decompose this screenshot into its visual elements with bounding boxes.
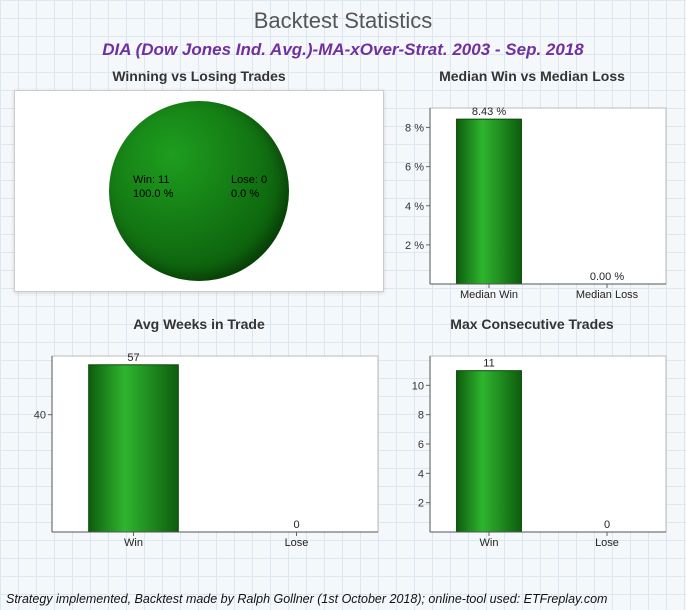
svg-text:4 %: 4 % <box>405 201 424 213</box>
weeks-chart: 40 57 Win 0 Lose <box>14 338 384 556</box>
pie-win-line1: Win: 11 <box>133 174 169 186</box>
svg-text:Win: Win <box>480 537 499 549</box>
svg-text:11: 11 <box>483 358 494 370</box>
svg-text:0: 0 <box>293 519 299 531</box>
footer-note: Strategy implemented, Backtest made by R… <box>6 592 680 606</box>
svg-text:40: 40 <box>34 410 46 422</box>
consec-chart: 2 4 6 8 10 11 Win 0 Lose <box>392 338 672 556</box>
svg-text:2: 2 <box>418 498 424 510</box>
svg-text:4: 4 <box>418 468 424 480</box>
chart-grid: Winning vs Losing Trades Win: 11 100.0 %… <box>0 60 686 556</box>
median-chart: 2 % 4 % 6 % 8 % 8.43 % Median Win 0.00 % Median… <box>392 90 672 308</box>
svg-text:10: 10 <box>412 380 424 392</box>
svg-text:57: 57 <box>127 352 139 364</box>
panel-weeks: Avg Weeks in Trade 40 57 Win 0 Lose <box>14 316 384 556</box>
pie-title: Winning vs Losing Trades <box>14 68 384 84</box>
svg-text:Lose: Lose <box>285 537 309 549</box>
pie-chart: Win: 11 100.0 % Lose: 0 0.0 % <box>14 90 384 308</box>
panel-median: Median Win vs Median Loss 2 % 4 % 6 % 8 % 8.… <box>392 68 672 308</box>
svg-text:Median Win: Median Win <box>460 289 518 301</box>
pie-win-line2: 100.0 % <box>133 188 173 200</box>
median-title: Median Win vs Median Loss <box>392 68 672 84</box>
weeks-title: Avg Weeks in Trade <box>14 316 384 332</box>
panel-pie: Winning vs Losing Trades Win: 11 100.0 %… <box>14 68 384 308</box>
svg-text:Lose: Lose <box>595 537 619 549</box>
panel-consec: Max Consecutive Trades 2 4 6 8 10 11 Win 0 Lose <box>392 316 672 556</box>
page-title: Backtest Statistics <box>0 0 686 34</box>
svg-text:Median Loss: Median Loss <box>576 289 639 301</box>
svg-text:0.00 %: 0.00 % <box>590 271 624 283</box>
svg-text:6 %: 6 % <box>405 162 424 174</box>
consec-title: Max Consecutive Trades <box>392 316 672 332</box>
pie-lose-line2: 0.0 % <box>231 188 259 200</box>
svg-text:8.43 %: 8.43 % <box>472 106 506 118</box>
pie-frame: Win: 11 100.0 % Lose: 0 0.0 % <box>14 90 384 292</box>
pie-win-label: Win: 11 100.0 % <box>133 174 173 202</box>
pie-lose-line1: Lose: 0 <box>231 174 267 186</box>
svg-text:Win: Win <box>124 537 143 549</box>
svg-text:8: 8 <box>418 410 424 422</box>
svg-text:8 %: 8 % <box>405 123 424 135</box>
svg-text:2 %: 2 % <box>405 240 424 252</box>
svg-text:0: 0 <box>604 519 610 531</box>
svg-text:6: 6 <box>418 439 424 451</box>
pie-lose-label: Lose: 0 0.0 % <box>231 174 267 202</box>
page-subtitle: DIA (Dow Jones Ind. Avg.)-MA-xOver-Strat… <box>0 40 686 60</box>
